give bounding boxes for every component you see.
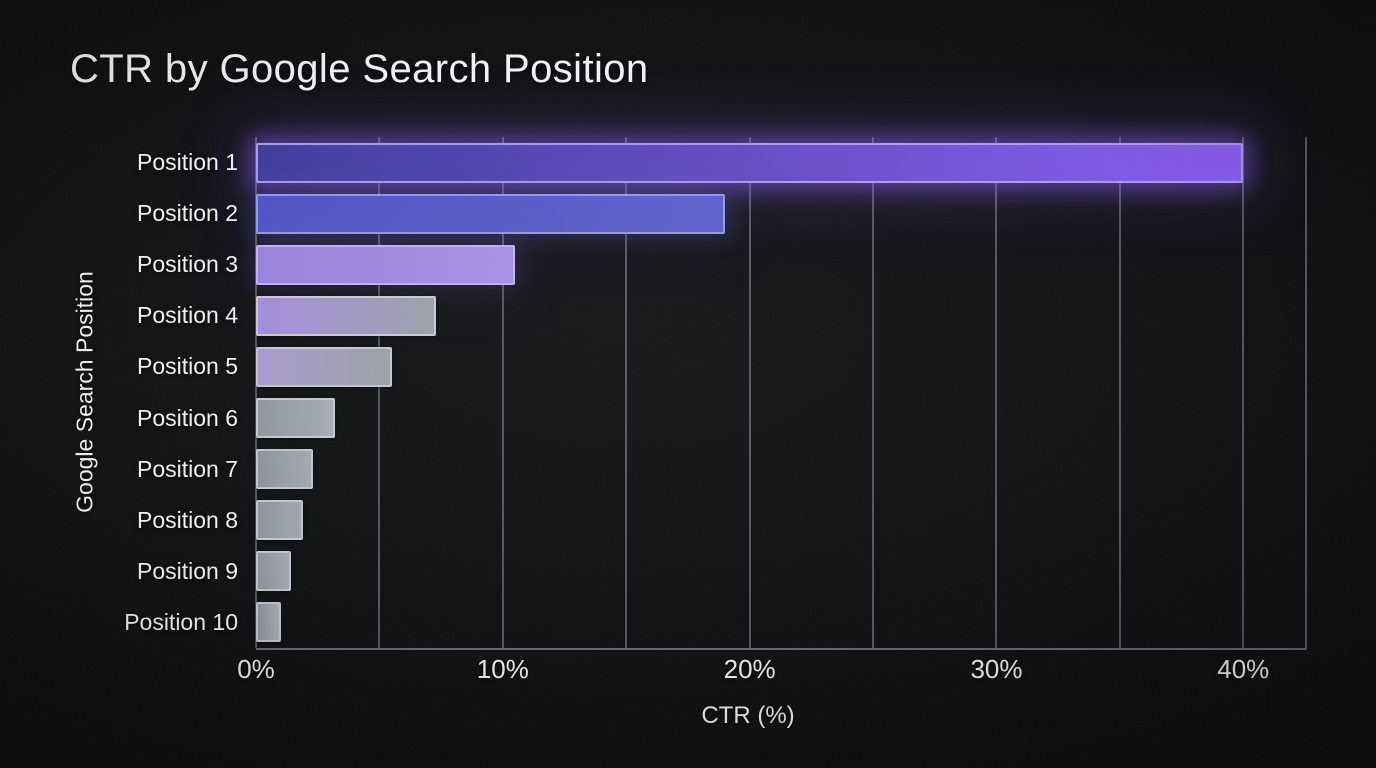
- category-label-5: Position 5: [136, 353, 238, 380]
- category-label-3: Position 3: [136, 251, 238, 278]
- bar-row-5: [256, 341, 1305, 392]
- category-label-10: Position 10: [124, 608, 238, 635]
- bar-row-6: [256, 393, 1305, 444]
- category-label-1: Position 1: [136, 149, 238, 176]
- category-label-4: Position 4: [136, 302, 238, 329]
- bar-position-10: [256, 602, 281, 643]
- bar-position-9: [256, 551, 291, 592]
- bar-row-3: [256, 239, 1305, 290]
- bar-row-10: [256, 597, 1305, 648]
- bar-row-7: [256, 444, 1305, 495]
- category-label-9: Position 9: [136, 557, 238, 584]
- category-label-6: Position 6: [136, 404, 238, 431]
- bar-position-2: [256, 193, 725, 234]
- bar-row-8: [256, 495, 1305, 546]
- bar-row-2: [256, 188, 1305, 239]
- bar-position-7: [256, 449, 313, 490]
- x-axis-ticks: 0% 10% 20% 30% 40%: [237, 654, 1305, 688]
- x-tick-40%: 40%: [1217, 654, 1270, 684]
- bar-position-6: [256, 398, 335, 439]
- x-axis-title: CTR (%): [701, 702, 795, 729]
- category-label-8: Position 8: [136, 506, 238, 533]
- bar-position-5: [256, 346, 392, 387]
- chart-title: CTR by Google Search Position: [70, 47, 649, 91]
- category-labels: Position 1 Position 2 Position 3 Position 4…: [0, 137, 238, 648]
- bar-position-3: [256, 244, 516, 285]
- bar-position-1: [256, 142, 1244, 183]
- category-label-2: Position 2: [136, 200, 238, 227]
- x-tick-10%: 10%: [476, 654, 529, 684]
- plot-area: [255, 137, 1307, 650]
- bar-row-4: [256, 290, 1305, 341]
- x-tick-0%: 0%: [237, 654, 275, 684]
- bar-row-9: [256, 546, 1305, 597]
- category-label-7: Position 7: [136, 455, 238, 482]
- bar-position-4: [256, 295, 437, 336]
- bar-row-1: [256, 137, 1305, 188]
- x-tick-20%: 20%: [723, 654, 776, 684]
- x-tick-30%: 30%: [970, 654, 1023, 684]
- bar-position-8: [256, 500, 303, 541]
